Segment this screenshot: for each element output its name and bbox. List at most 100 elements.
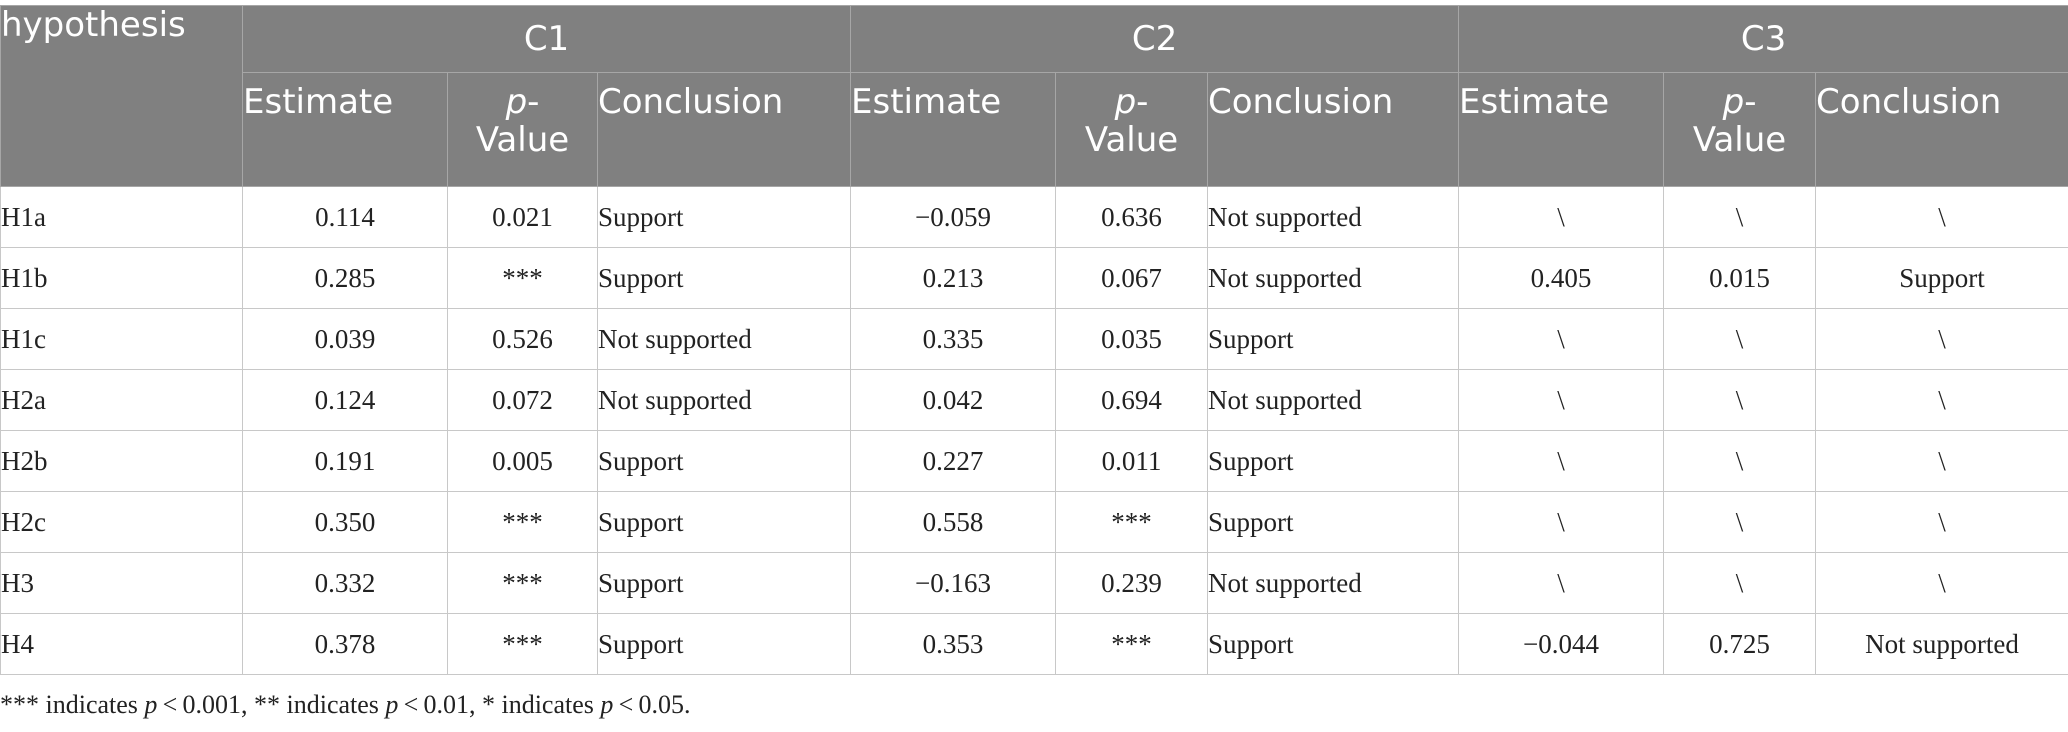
c3-p-value-cell: \: [1663, 491, 1817, 553]
c1-conclusion-cell: Not supported: [596, 369, 852, 431]
c1-estimate-cell: 0.114: [242, 186, 448, 248]
results-table: hypothesis C1 C2 C3 Estimate p- Value Concl…: [0, 5, 2068, 675]
c2-conclusion-cell: Support: [1207, 613, 1460, 675]
p-hyphen: -: [1136, 82, 1149, 122]
c2-conclusion-cell: Not supported: [1207, 369, 1460, 431]
conclusion-header-c3: Conclusion: [1815, 72, 2068, 187]
c2-estimate-cell: 0.227: [850, 430, 1057, 492]
p-hyphen: -: [527, 82, 540, 122]
c3-conclusion-cell: \: [1815, 430, 2068, 492]
header-row-columns: Estimate p- Value Conclusion Estimate p- Value…: [1, 72, 2068, 187]
estimate-header-c3: Estimate: [1458, 72, 1665, 187]
table-row: H1b 0.285 *** Support 0.213 0.067 Not supporte…: [0, 247, 2068, 309]
group-header-c1: C1: [241, 5, 852, 73]
c1-estimate-cell: 0.378: [242, 613, 448, 675]
c3-conclusion-cell: \: [1815, 491, 2068, 553]
table-row: H4 0.378 *** Support 0.353 *** Support −0.044 0.…: [0, 613, 2068, 675]
c2-estimate-cell: −0.163: [850, 552, 1057, 614]
c2-p-value-cell: ***: [1055, 491, 1209, 553]
hypothesis-cell: H3: [0, 552, 243, 614]
p-symbol: p: [1114, 82, 1137, 122]
footnote-p-symbol: p: [600, 690, 614, 719]
conclusion-header-c2: Conclusion: [1207, 72, 1460, 187]
c2-estimate-cell: 0.042: [850, 369, 1057, 431]
c1-p-value-cell: 0.072: [447, 369, 598, 431]
c3-estimate-cell: \: [1458, 308, 1665, 370]
hypothesis-cell: H4: [0, 613, 243, 675]
footnote-text: < 0.001, ** indicates: [157, 690, 386, 719]
c1-conclusion-cell: Support: [596, 552, 852, 614]
group-header-c3: C3: [1458, 5, 2068, 73]
hypothesis-cell: H2b: [0, 430, 243, 492]
c3-p-value-cell: \: [1663, 308, 1817, 370]
c3-conclusion-cell: \: [1815, 552, 2068, 614]
c3-p-value-cell: \: [1663, 186, 1817, 248]
estimate-header-c1: Estimate: [242, 72, 448, 187]
c3-p-value-cell: \: [1663, 369, 1817, 431]
c2-estimate-cell: 0.213: [850, 247, 1057, 309]
c1-conclusion-cell: Support: [596, 613, 852, 675]
c3-conclusion-cell: \: [1815, 308, 2068, 370]
c1-p-value-cell: 0.005: [447, 430, 598, 492]
footnote-p-symbol: p: [144, 690, 158, 719]
c1-estimate-cell: 0.191: [242, 430, 448, 492]
c2-conclusion-cell: Support: [1207, 491, 1460, 553]
footnote-text: < 0.05.: [613, 690, 691, 719]
hypothesis-cell: H2a: [0, 369, 243, 431]
c2-p-value-cell: 0.239: [1055, 552, 1209, 614]
c2-conclusion-cell: Not supported: [1207, 247, 1460, 309]
c1-estimate-cell: 0.332: [242, 552, 448, 614]
c1-conclusion-cell: Support: [596, 247, 852, 309]
conclusion-header-c1: Conclusion: [596, 72, 852, 187]
p-value-word: Value: [1084, 120, 1179, 160]
c1-p-value-cell: 0.021: [447, 186, 598, 248]
p-symbol: p: [1722, 82, 1745, 122]
table-row: H1c 0.039 0.526 Not supported 0.335 0.035 Supp…: [0, 308, 2068, 370]
p-value-word: Value: [1692, 120, 1787, 160]
footnote-p-symbol: p: [385, 690, 399, 719]
c2-conclusion-cell: Support: [1207, 430, 1460, 492]
p-value-word: Value: [475, 120, 570, 160]
c3-conclusion-cell: \: [1815, 369, 2068, 431]
c1-conclusion-cell: Support: [596, 186, 852, 248]
c3-p-value-cell: 0.015: [1663, 247, 1817, 309]
footnote-text: < 0.01, * indicates: [398, 690, 601, 719]
c1-conclusion-cell: Not supported: [596, 308, 852, 370]
table-body: H1a 0.114 0.021 Support −0.059 0.636 Not suppo…: [0, 186, 2068, 675]
c1-p-value-cell: ***: [447, 613, 598, 675]
p-value-header-c3: p- Value: [1663, 72, 1817, 187]
c1-estimate-cell: 0.285: [242, 247, 448, 309]
p-symbol: p: [505, 82, 528, 122]
c2-estimate-cell: 0.335: [850, 308, 1057, 370]
c2-p-value-cell: ***: [1055, 613, 1209, 675]
c1-p-value-cell: ***: [447, 552, 598, 614]
c2-conclusion-cell: Not supported: [1207, 186, 1460, 248]
group-header-c2: C2: [850, 5, 1460, 73]
c3-estimate-cell: \: [1458, 491, 1665, 553]
c2-p-value-cell: 0.035: [1055, 308, 1209, 370]
table-row: H2a 0.124 0.072 Not supported 0.042 0.694 Not …: [0, 369, 2068, 431]
c1-conclusion-cell: Support: [596, 491, 852, 553]
footnote-text: *** indicates: [0, 690, 145, 719]
c3-estimate-cell: \: [1458, 369, 1665, 431]
c2-p-value-cell: 0.694: [1055, 369, 1209, 431]
hypothesis-header: hypothesis: [0, 5, 243, 187]
c3-estimate-cell: \: [1458, 186, 1665, 248]
c1-conclusion-cell: Support: [596, 430, 852, 492]
c1-p-value-cell: ***: [447, 247, 598, 309]
hypothesis-cell: H1b: [0, 247, 243, 309]
c2-estimate-cell: 0.558: [850, 491, 1057, 553]
estimate-header-c2: Estimate: [850, 72, 1057, 187]
c3-conclusion-cell: \: [1815, 186, 2068, 248]
c3-estimate-cell: −0.044: [1458, 613, 1665, 675]
table-footnote: *** indicates p < 0.001, ** indicates p …: [0, 690, 690, 720]
c3-estimate-cell: \: [1458, 430, 1665, 492]
hypothesis-cell: H2c: [0, 491, 243, 553]
hypothesis-cell: H1a: [0, 186, 243, 248]
hypothesis-cell: H1c: [0, 308, 243, 370]
table-row: H2b 0.191 0.005 Support 0.227 0.011 Support \ \ \: [0, 430, 2068, 492]
p-value-header-c1: p- Value: [447, 72, 598, 187]
c2-conclusion-cell: Not supported: [1207, 552, 1460, 614]
c2-conclusion-cell: Support: [1207, 308, 1460, 370]
c3-estimate-cell: 0.405: [1458, 247, 1665, 309]
